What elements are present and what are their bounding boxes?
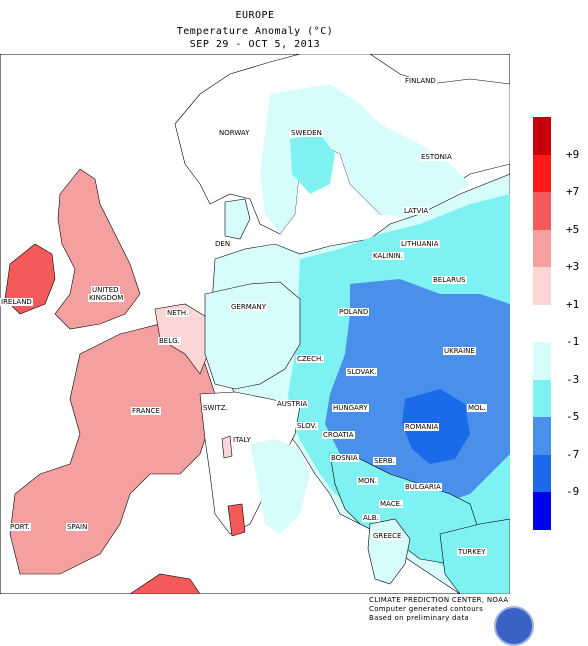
label-norway: NORWAY (218, 129, 251, 137)
east-cool5-zone (325, 279, 510, 504)
legend-tick-label: +3 (566, 260, 580, 273)
label-alb: ALB. (362, 514, 380, 522)
legend-swatch (533, 492, 551, 530)
legend-tick-label: +5 (566, 222, 580, 236)
label-romania: ROMANIA (404, 423, 440, 431)
label-den: DEN (214, 240, 232, 248)
label-port: PORT. (9, 523, 31, 531)
legend-tick-label: -9 (566, 485, 580, 498)
legend-swatch (533, 454, 551, 492)
label-greece: GREECE (372, 532, 403, 540)
north-africa-land (129, 573, 201, 594)
legend-swatch (533, 417, 551, 455)
label-kingdom: KINGDOM (88, 294, 125, 302)
label-bulgaria: BULGARIA (404, 483, 442, 491)
label-lithuania: LITHUANIA (400, 240, 440, 248)
legend-swatch (533, 229, 551, 267)
legend-swatch (533, 192, 551, 230)
label-czech: CZECH. (296, 355, 325, 363)
nordic-cool-zone (260, 84, 470, 234)
corsica-land (221, 435, 233, 459)
label-mol: MOL. (467, 404, 487, 412)
label-ireland: IRELAND (0, 298, 33, 306)
label-germany: GERMANY (230, 303, 268, 311)
legend-tick-label: +9 (566, 147, 580, 161)
germany-land (204, 281, 301, 390)
label-bosnia: BOSNIA (330, 454, 359, 462)
label-ukraine: UKRAINE (443, 347, 476, 355)
map-title: EUROPE (235, 10, 275, 21)
label-hungary: HUNGARY (332, 404, 369, 412)
denmark-land (224, 198, 251, 240)
label-united: UNITED (91, 286, 120, 294)
label-switz: SWITZ. (202, 404, 229, 412)
legend-tick-label: -5 (566, 410, 580, 423)
legend-tick-label: -1 (566, 335, 580, 348)
noaa-logo-icon (494, 606, 534, 646)
credit-line-2: Computer generated contours (369, 605, 484, 613)
legend-tick-label: -3 (566, 372, 580, 386)
label-france: FRANCE (131, 407, 161, 415)
label-spain: SPAIN (66, 523, 89, 531)
legend-tick-label: +1 (566, 297, 580, 311)
label-estonia: ESTONIA (420, 153, 453, 161)
legend-swatch (533, 379, 551, 417)
label-austria: AUSTRIA (276, 400, 309, 408)
label-turkey: TURKEY (457, 548, 487, 556)
legend-swatch (533, 267, 551, 305)
map-subtitle: Temperature Anomaly (°C) (176, 26, 334, 37)
label-mace: MACE. (379, 500, 404, 508)
label-poland: POLAND (338, 308, 370, 316)
label-belg: BELG. (158, 337, 181, 345)
label-croatia: CROATIA (322, 431, 355, 439)
sweden-cool3-patch (290, 134, 335, 194)
label-slovak: SLOVAK. (346, 368, 378, 376)
label-kalinin: KALININ. (372, 252, 404, 260)
legend-tick-label: +7 (566, 185, 580, 198)
label-serb: SERB. (373, 457, 396, 465)
legend-swatch (533, 154, 551, 192)
label-belarus: BELARUS (432, 276, 467, 284)
legend-swatch (533, 342, 551, 380)
label-mon: MON. (357, 477, 379, 485)
label-sweden: SWEDEN (290, 129, 323, 137)
legend-tick-label: -7 (566, 447, 580, 461)
label-latvia: LATVIA (403, 207, 430, 215)
legend-swatch (533, 304, 551, 342)
map-date-range: SEP 29 - OCT 5, 2013 (189, 39, 321, 50)
label-slov: SLOV. (296, 422, 318, 430)
anomaly-map (0, 54, 510, 594)
label-finland: FINLAND (404, 77, 437, 85)
turkey-land (439, 518, 510, 594)
label-neth: NETH. (166, 309, 190, 317)
color-legend (533, 117, 551, 530)
italy-cool1 (250, 439, 310, 534)
label-italy: ITALY (232, 436, 252, 444)
credit-line-1: CLIMATE PREDICTION CENTER, NOAA (369, 596, 509, 604)
legend-swatch (533, 117, 551, 155)
sardinia-land (227, 503, 246, 537)
credit-line-3: Based on preliminary data (369, 614, 470, 622)
